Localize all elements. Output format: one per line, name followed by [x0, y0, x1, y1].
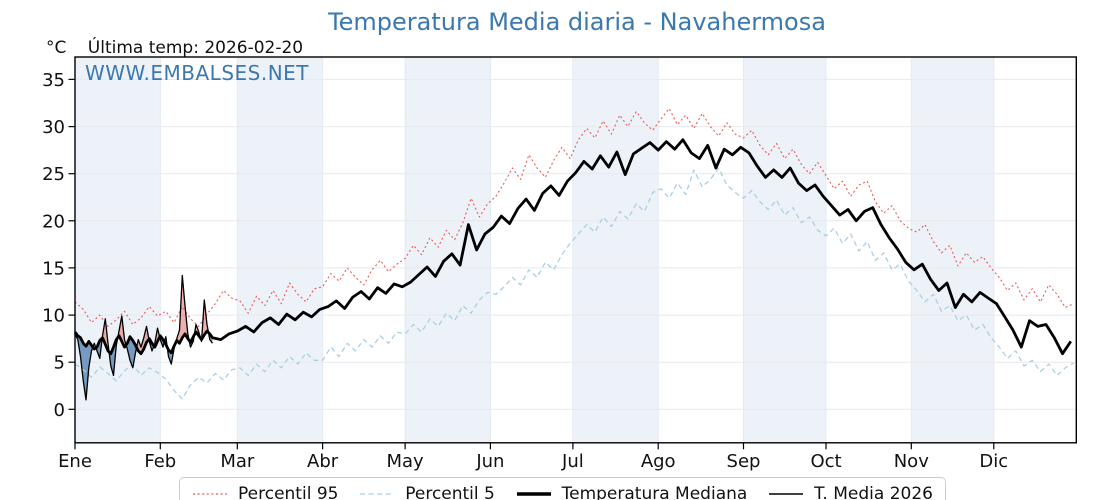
legend-sample-percentil-5	[360, 493, 395, 495]
y-tick-label: 20	[42, 211, 65, 232]
x-tick-label: May	[386, 451, 424, 472]
x-tick-label: Ago	[641, 451, 676, 472]
x-tick-label: Abr	[307, 451, 339, 472]
legend-sample-percentil-95	[193, 493, 227, 495]
x-tick-label: Mar	[220, 451, 255, 472]
x-tick-label: Jul	[561, 451, 584, 472]
legend-label-temperatura-mediana: Temperatura Mediana	[561, 484, 748, 500]
watermark: WWW.EMBALSES.NET	[85, 61, 310, 85]
series-percentil-5	[74, 167, 1074, 400]
y-axis-unit-label: °C	[46, 38, 67, 58]
legend-label-t-media-2026: T. Media 2026	[814, 484, 933, 500]
y-tick-label: 5	[54, 353, 65, 374]
x-tick-label: Oct	[810, 451, 841, 472]
x-tick-label: Feb	[144, 451, 176, 472]
month-band	[572, 57, 659, 443]
y-tick-label: 35	[42, 70, 65, 91]
legend-item-temperatura-mediana: Temperatura Mediana	[516, 484, 748, 500]
series-t-media-2026	[74, 274, 214, 401]
x-tick-label: Dic	[979, 451, 1008, 472]
legend-label-percentil-95: Percentil 95	[238, 484, 339, 500]
chart-header: °C Última temp: 2026-02-20	[46, 38, 303, 58]
legend-item-t-media-2026: T. Media 2026	[768, 484, 933, 500]
month-band	[911, 57, 994, 443]
legend-sample-temperatura-mediana	[516, 492, 551, 496]
month-band	[743, 57, 826, 443]
series-percentil-95	[74, 108, 1074, 327]
series-temperatura-mediana	[73, 138, 1072, 356]
y-tick-label: 0	[54, 400, 65, 421]
last-temp-label: Última temp: 2026-02-20	[87, 38, 304, 58]
month-band	[237, 57, 323, 443]
x-tick-label: Jun	[475, 451, 504, 472]
y-tick-label: 10	[42, 306, 65, 327]
legend-label-percentil-5: Percentil 5	[405, 484, 495, 500]
month-band	[75, 57, 161, 443]
legend-sample-t-media-2026	[769, 493, 804, 495]
y-tick-label: 15	[42, 258, 65, 279]
x-tick-label: Sep	[727, 451, 761, 472]
y-tick-label: 25	[42, 164, 65, 185]
legend-item-percentil-95: Percentil 95	[192, 484, 338, 500]
x-tick-label: Nov	[894, 451, 929, 472]
fill-above-median	[92, 275, 209, 354]
plot-border	[74, 56, 1077, 444]
chart-title: Temperatura Media diaria - Navahermosa	[328, 8, 826, 36]
legend: Percentil 95 Percentil 5 Temperatura Media…	[179, 477, 946, 500]
y-tick-label: 30	[42, 117, 65, 138]
legend-item-percentil-5: Percentil 5	[359, 484, 495, 500]
x-tick-label: Ene	[58, 451, 92, 472]
